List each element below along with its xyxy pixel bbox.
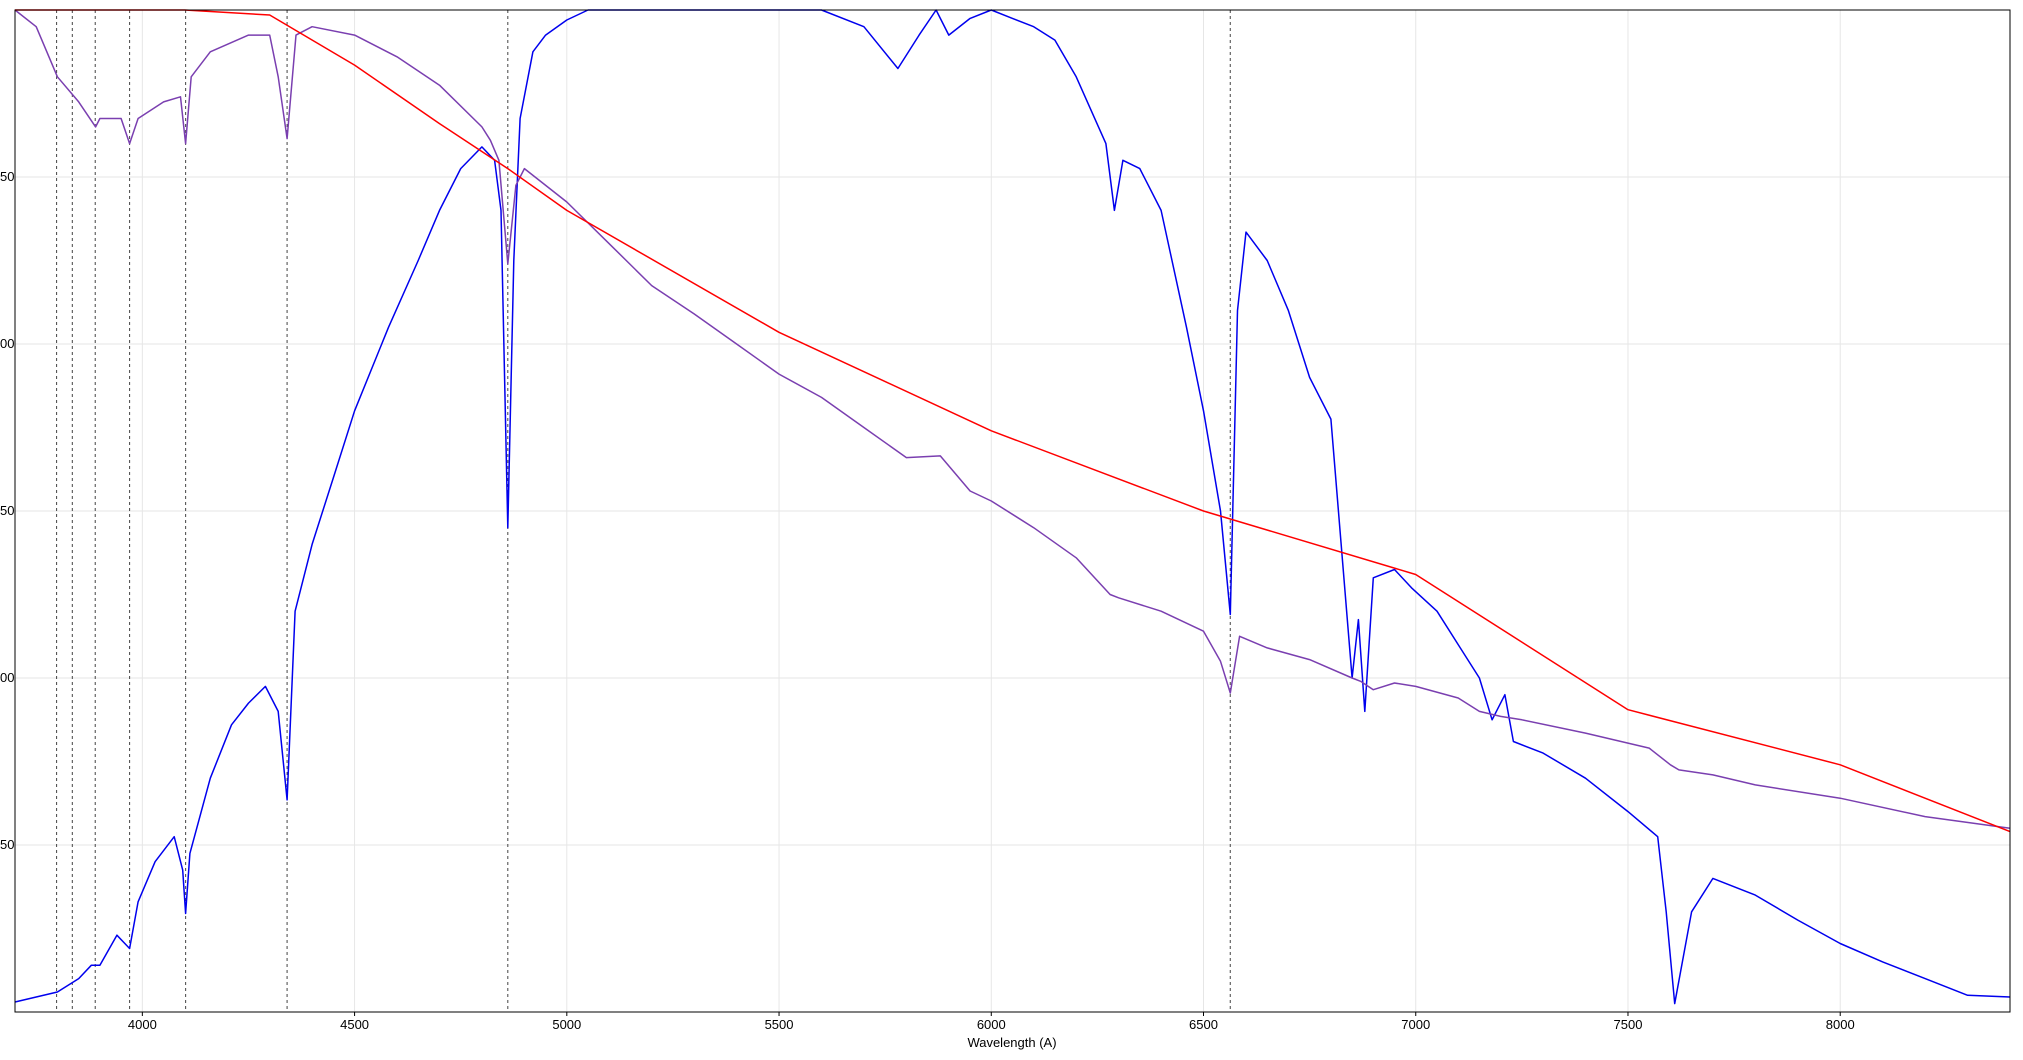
- y-tick-label: 50: [0, 503, 14, 518]
- x-tick-label: 4000: [128, 1017, 157, 1032]
- x-tick-label: 7500: [1614, 1017, 1643, 1032]
- y-axis-ticks: 50 00 50 00 50: [0, 169, 14, 852]
- y-tick-label: 00: [0, 336, 14, 351]
- x-tick-label: 6000: [977, 1017, 1006, 1032]
- x-tick-label: 5000: [552, 1017, 581, 1032]
- plot-frame: [14, 9, 2011, 1013]
- x-axis-ticks: 4000 4500 5000 5500 6000 6500 7000 7500 8000: [128, 1012, 1855, 1032]
- x-tick-label: 8000: [1826, 1017, 1855, 1032]
- y-tick-label: 50: [0, 837, 14, 852]
- y-tick-label: 00: [0, 670, 14, 685]
- x-axis-title: Wavelength (A): [967, 1035, 1056, 1050]
- series-line-normalized: [14, 9, 2011, 830]
- gridlines: [15, 10, 2010, 1012]
- x-tick-label: 6500: [1189, 1017, 1218, 1032]
- x-tick-label: 5500: [765, 1017, 794, 1032]
- series-line-fit: [15, 9, 2011, 833]
- series-lines: [14, 9, 2011, 1005]
- series-line-raw: [14, 9, 2011, 1005]
- x-tick-label: 4500: [340, 1017, 369, 1032]
- y-tick-label: 50: [0, 169, 14, 184]
- x-tick-label: 7000: [1401, 1017, 1430, 1032]
